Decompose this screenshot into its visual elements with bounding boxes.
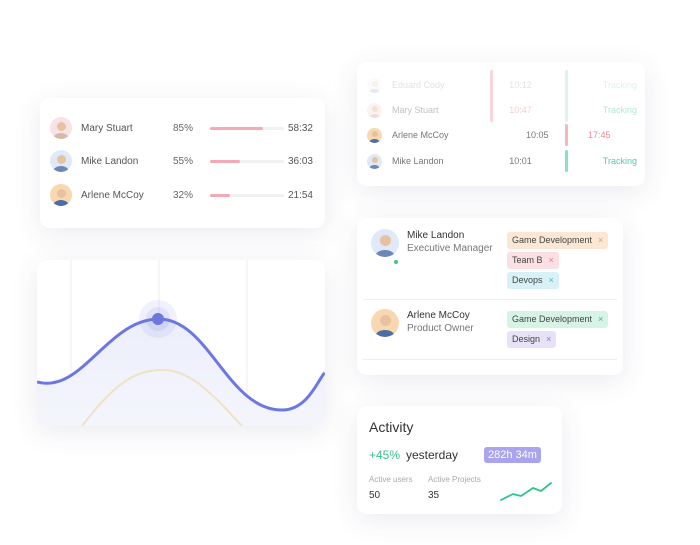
tag-label: Game Development xyxy=(512,235,593,245)
tag-label: Team B xyxy=(512,255,543,265)
end-time: 17:45 xyxy=(588,130,611,140)
progress-fill xyxy=(210,126,264,130)
list-item[interactable]: Mike Landon 55% 36:03 xyxy=(50,146,313,176)
tag-chip: Design × xyxy=(507,331,557,348)
progress-percent: 55% xyxy=(173,155,194,167)
tag-label: Game Development xyxy=(512,314,593,324)
activity-hours-badge: 282h 34m xyxy=(484,447,541,463)
member-role: Product Owner xyxy=(407,323,474,334)
tracked-time: 21:54 xyxy=(287,189,313,201)
avatar xyxy=(50,117,72,139)
time-divider xyxy=(565,124,568,146)
remove-tag-icon[interactable]: × xyxy=(548,275,554,285)
progress-percent: 32% xyxy=(173,189,194,201)
user-name: Mary Stuart xyxy=(81,122,133,134)
progress-bar xyxy=(210,159,284,163)
secondary-wave-line xyxy=(81,368,243,426)
activity-card: Activity +45% yesterday 282h 34m Active … xyxy=(357,406,562,514)
status-badge: Tracking xyxy=(602,156,637,166)
active-users-label: Active users xyxy=(369,475,413,484)
avatar xyxy=(50,150,72,172)
remove-tag-icon[interactable]: × xyxy=(598,235,604,245)
start-time: 10:47 xyxy=(509,105,532,115)
list-item[interactable]: Mary Stuart 10:47 Tracking xyxy=(367,99,637,121)
activity-wave-chart xyxy=(37,260,325,426)
progress-fill xyxy=(210,193,230,197)
team-members-card: Mike Landon Executive Manager Game Devel… xyxy=(357,218,623,375)
avatar xyxy=(367,77,382,93)
sparkline-chart xyxy=(500,482,552,501)
member-role: Executive Manager xyxy=(407,243,493,254)
tag-label: Devops xyxy=(512,275,543,285)
time-divider xyxy=(490,70,493,122)
peak-point[interactable] xyxy=(152,313,164,325)
active-users-value: 50 xyxy=(369,490,381,501)
primary-wave-line xyxy=(37,317,325,412)
progress-bar xyxy=(210,193,284,197)
tag-chip: Team B × xyxy=(507,252,559,269)
edge-point xyxy=(319,354,325,374)
active-projects-value: 35 xyxy=(428,490,440,501)
time-divider xyxy=(565,70,568,122)
remove-tag-icon[interactable]: × xyxy=(548,255,554,265)
member-name: Mike Landon xyxy=(407,230,465,241)
divider xyxy=(363,299,617,300)
list-item[interactable]: Arlene McCoy 32% 21:54 xyxy=(50,180,313,210)
avatar xyxy=(371,229,399,257)
list-item[interactable]: Eduard Cody 10:12 Tracking xyxy=(367,74,637,96)
tracked-time: 58:32 xyxy=(287,122,313,134)
list-item[interactable]: Arlene McCoy 10:05 17:45 xyxy=(367,124,637,146)
activity-period: yesterday xyxy=(406,448,459,462)
divider xyxy=(363,359,617,360)
wave-chart-svg xyxy=(37,260,325,426)
user-name: Mike Landon xyxy=(81,155,139,167)
start-time: 10:01 xyxy=(509,156,532,166)
remove-tag-icon[interactable]: × xyxy=(546,334,552,344)
avatar xyxy=(371,309,399,337)
time-tracking-card: Eduard Cody 10:12 Tracking Mary Stuart 1… xyxy=(357,62,645,186)
start-time: 10:05 xyxy=(526,130,549,140)
tag-chip: Devops × xyxy=(507,272,559,289)
online-status-icon xyxy=(393,259,399,265)
tag-chip: Game Development × xyxy=(507,232,609,249)
member-name: Arlene McCoy xyxy=(407,310,470,321)
user-progress-card: Mary Stuart 85% 58:32 Mike Landon 55% 36… xyxy=(40,98,325,228)
user-name: Eduard Cody xyxy=(392,80,445,90)
tag-label: Design xyxy=(512,334,541,344)
status-badge: Tracking xyxy=(602,80,637,90)
user-name: Arlene McCoy xyxy=(392,130,449,140)
avatar xyxy=(367,153,382,169)
user-name: Arlene McCoy xyxy=(81,189,144,201)
start-time: 10:12 xyxy=(509,80,532,90)
user-name: Mike Landon xyxy=(392,156,444,166)
progress-percent: 85% xyxy=(173,122,194,134)
remove-tag-icon[interactable]: × xyxy=(598,314,604,324)
activity-change: +45% xyxy=(369,448,401,462)
progress-fill xyxy=(210,159,240,163)
progress-bar xyxy=(210,126,284,130)
team-member[interactable]: Mike Landon Executive Manager xyxy=(371,229,493,265)
sparkline-line xyxy=(500,482,552,501)
time-divider xyxy=(565,150,568,172)
team-member[interactable]: Arlene McCoy Product Owner xyxy=(371,309,474,337)
active-projects-label: Active Projects xyxy=(428,475,481,484)
avatar xyxy=(50,184,72,206)
status-badge: Tracking xyxy=(602,105,637,115)
list-item[interactable]: Mike Landon 10:01 Tracking xyxy=(367,150,637,172)
activity-title: Activity xyxy=(369,419,414,435)
tag-chip: Game Development × xyxy=(507,311,609,328)
list-item[interactable]: Mary Stuart 85% 58:32 xyxy=(50,113,313,143)
tracked-time: 36:03 xyxy=(287,155,313,167)
avatar xyxy=(367,127,382,143)
user-name: Mary Stuart xyxy=(392,105,439,115)
avatar xyxy=(367,102,382,118)
